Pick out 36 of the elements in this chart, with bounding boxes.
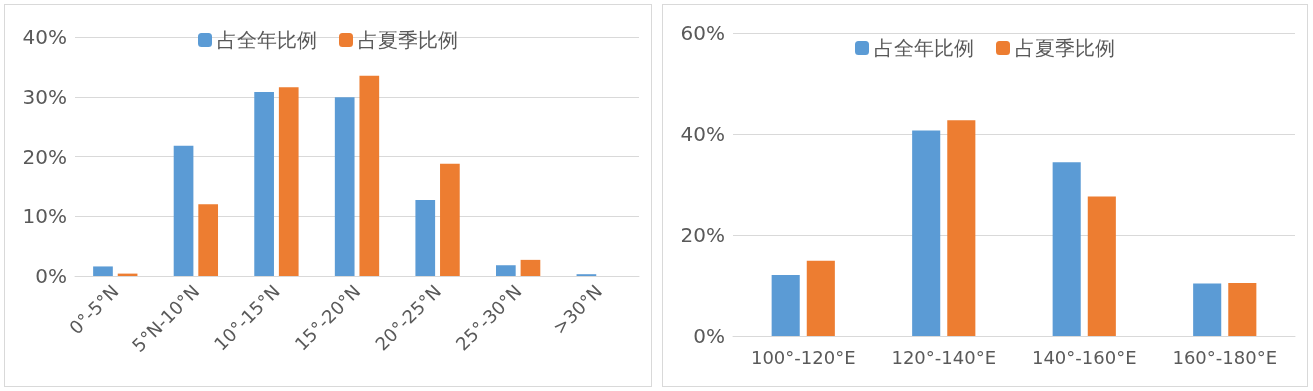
bar — [173, 145, 194, 276]
y-tick-label: 0% — [35, 264, 67, 288]
bar — [415, 200, 436, 276]
x-tick-label: 100°-120°E — [750, 346, 856, 368]
bar — [912, 130, 941, 336]
legend-label: 占夏季比例 — [1015, 36, 1115, 60]
bar — [440, 163, 460, 276]
bar — [1087, 196, 1116, 336]
y-tick-label: 40% — [22, 25, 67, 49]
legend-label: 占全年比例 — [217, 28, 317, 52]
bar — [198, 204, 219, 276]
bar — [359, 75, 380, 276]
x-tick-label: 140°-160°E — [1031, 346, 1137, 368]
bar — [520, 259, 541, 276]
bar — [334, 97, 355, 276]
x-tick-label: 120°-140°E — [891, 346, 997, 368]
y-tick-label: 60% — [680, 21, 725, 45]
y-tick-label: 30% — [22, 84, 67, 109]
bar — [495, 265, 516, 276]
bar — [806, 260, 835, 336]
legend-label: 占全年比例 — [874, 36, 974, 60]
y-tick-label: 20% — [22, 144, 67, 169]
bar — [93, 266, 113, 276]
legend-label: 占夏季比例 — [358, 28, 458, 52]
bar — [947, 120, 976, 336]
bar — [1193, 283, 1222, 336]
y-tick-label: 20% — [680, 223, 725, 247]
y-tick-label: 40% — [680, 122, 725, 146]
bar — [771, 274, 800, 336]
bar — [278, 87, 299, 276]
y-tick-label: 0% — [693, 324, 725, 348]
x-tick-label: 160°-180°E — [1172, 346, 1278, 368]
bar — [254, 91, 274, 276]
bar — [1052, 162, 1081, 336]
y-tick-label: 10% — [22, 204, 67, 229]
bar — [1228, 282, 1257, 336]
